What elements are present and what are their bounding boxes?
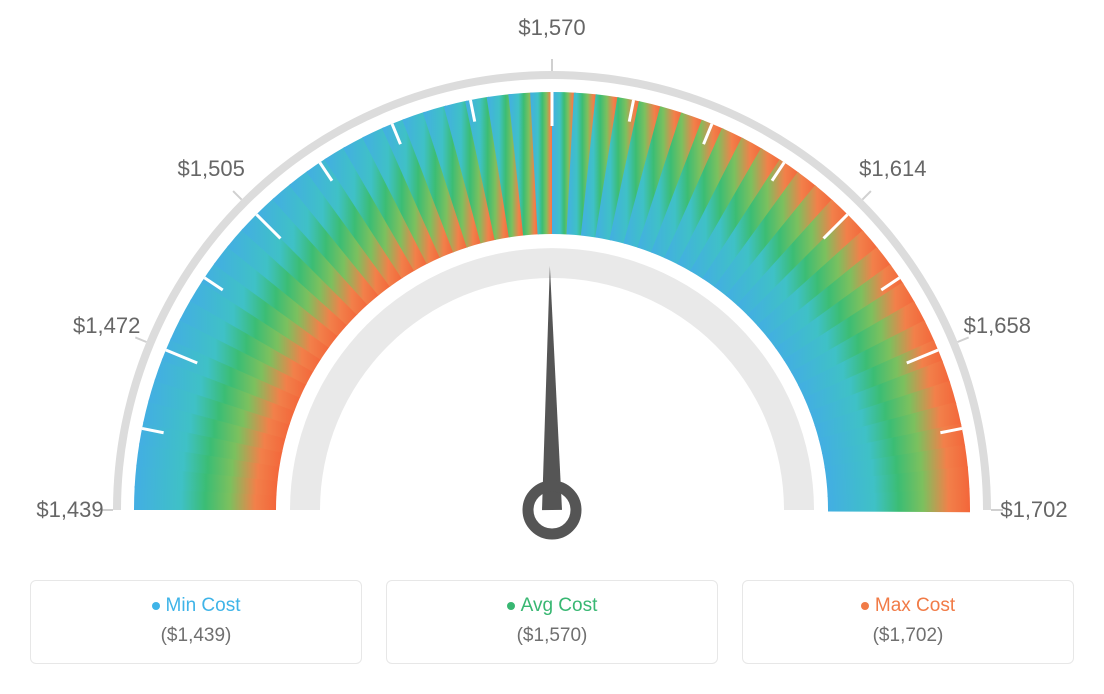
legend-value-avg: ($1,570) [407, 625, 697, 647]
legend-value-max: ($1,702) [763, 625, 1053, 647]
gauge-tick-label: $1,570 [518, 15, 585, 41]
gauge-tick-label: $1,472 [73, 313, 140, 339]
legend-row: Min Cost ($1,439) Avg Cost ($1,570) Max … [30, 580, 1074, 664]
legend-card-max: Max Cost ($1,702) [742, 580, 1074, 664]
gauge-tick-label: $1,614 [859, 156, 926, 182]
gauge-svg [30, 30, 1074, 560]
gauge-tick-label: $1,505 [178, 156, 245, 182]
gauge-area: $1,439$1,472$1,505$1,570$1,614$1,658$1,7… [30, 30, 1074, 560]
legend-title-max-text: Max Cost [875, 595, 955, 616]
dot-max-icon [861, 602, 869, 610]
legend-title-avg: Avg Cost [407, 595, 697, 617]
legend-card-avg: Avg Cost ($1,570) [386, 580, 718, 664]
gauge-tick-label: $1,702 [1000, 497, 1067, 523]
dot-avg-icon [507, 602, 515, 610]
legend-title-avg-text: Avg Cost [521, 595, 598, 616]
legend-title-max: Max Cost [763, 595, 1053, 617]
dot-min-icon [152, 602, 160, 610]
cost-gauge-widget: $1,439$1,472$1,505$1,570$1,614$1,658$1,7… [30, 30, 1074, 664]
legend-title-min: Min Cost [51, 595, 341, 617]
legend-value-min: ($1,439) [51, 625, 341, 647]
legend-card-min: Min Cost ($1,439) [30, 580, 362, 664]
legend-title-min-text: Min Cost [166, 595, 241, 616]
gauge-tick-label: $1,439 [36, 497, 103, 523]
gauge-tick-label: $1,658 [964, 313, 1031, 339]
